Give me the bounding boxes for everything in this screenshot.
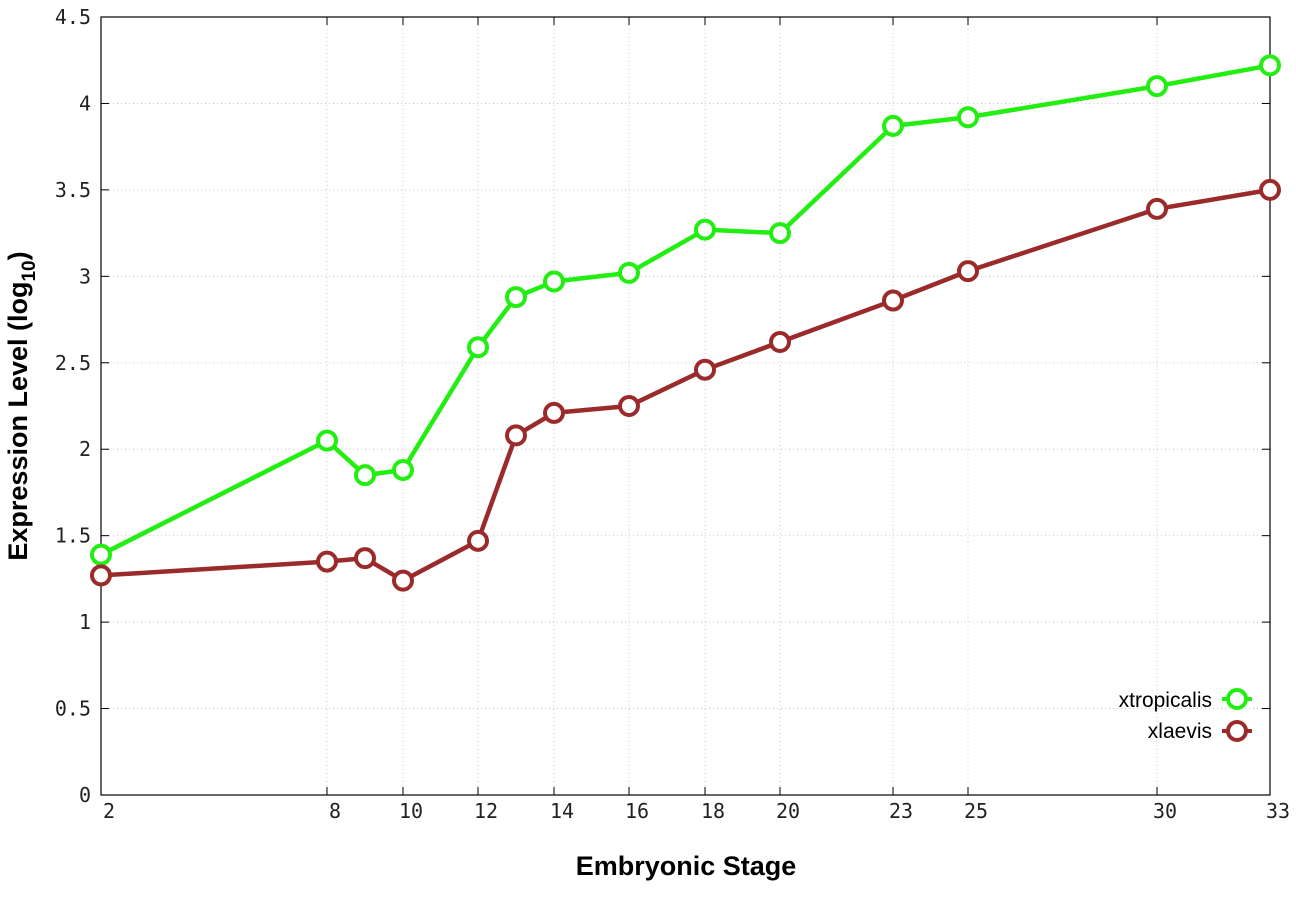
x-tick-label: 8 xyxy=(329,799,341,823)
data-point-xlaevis xyxy=(467,529,489,552)
plot-frame xyxy=(100,16,1271,796)
data-point-xtropicalis xyxy=(543,270,565,293)
data-point-xtropicalis xyxy=(316,429,338,452)
y-tick-label: 4.5 xyxy=(55,5,91,29)
x-axis: 2 8 10 12 14 16 18 20 23 25 30 33 xyxy=(100,17,1290,823)
series-group xyxy=(90,54,1281,592)
data-point-xlaevis xyxy=(354,547,376,570)
x-tick-label: 18 xyxy=(701,799,725,823)
x-tick-label: 25 xyxy=(964,799,988,823)
y-tick-label: 3.5 xyxy=(55,178,91,202)
data-point-xlaevis xyxy=(694,358,716,381)
legend: xtropicalis xlaevis xyxy=(1119,688,1252,743)
y-axis-title: Expression Level (log10) xyxy=(3,251,40,560)
data-point-xtropicalis xyxy=(467,336,489,359)
x-tick-label: 20 xyxy=(776,799,800,823)
data-point-xtropicalis xyxy=(957,106,979,129)
x-tick-label: 14 xyxy=(550,799,574,823)
data-point-xlaevis xyxy=(392,569,414,592)
data-point-xlaevis xyxy=(882,289,904,312)
x-tick-label: 16 xyxy=(625,799,649,823)
data-point-xlaevis xyxy=(957,260,979,283)
data-point-xtropicalis xyxy=(1146,75,1168,98)
data-point-xlaevis xyxy=(1259,178,1281,201)
series-xlaevis xyxy=(90,178,1281,592)
y-tick-label: 0 xyxy=(79,783,91,807)
y-axis-title-main: Expression Level (log xyxy=(3,282,33,561)
data-point-xtropicalis xyxy=(90,543,112,566)
y-axis: 0 0.5 1 1.5 2 2.5 3 3.5 4 4.5 xyxy=(55,5,1270,807)
y-tick-label: 1.5 xyxy=(55,524,91,548)
data-point-xlaevis xyxy=(543,401,565,424)
data-point-xtropicalis xyxy=(354,464,376,487)
y-axis-title-close: ) xyxy=(3,251,33,260)
y-tick-label: 1 xyxy=(79,610,91,634)
data-point-xlaevis xyxy=(90,564,112,587)
y-tick-label: 4 xyxy=(79,91,91,115)
legend-marker-xtropicalis xyxy=(1226,688,1248,710)
data-point-xlaevis xyxy=(1146,197,1168,220)
data-point-xlaevis xyxy=(769,331,791,354)
x-tick-label: 10 xyxy=(399,799,423,823)
x-tick-label: 2 xyxy=(103,799,115,823)
y-tick-label: 2 xyxy=(79,437,91,461)
data-point-xtropicalis xyxy=(769,222,791,245)
data-point-xtropicalis xyxy=(392,458,414,481)
y-tick-label: 0.5 xyxy=(55,697,91,721)
y-tick-label: 2.5 xyxy=(55,351,91,375)
data-point-xtropicalis xyxy=(882,114,904,137)
x-tick-label: 12 xyxy=(474,799,498,823)
data-point-xtropicalis xyxy=(505,286,527,309)
legend-marker-xlaevis xyxy=(1226,720,1248,742)
data-point-xlaevis xyxy=(505,424,527,447)
x-tick-label: 30 xyxy=(1153,799,1177,823)
data-point-xtropicalis xyxy=(1259,54,1281,77)
x-tick-label: 23 xyxy=(889,799,913,823)
x-axis-title: Embryonic Stage xyxy=(576,851,797,881)
data-point-xlaevis xyxy=(618,395,640,417)
legend-label-xtropicalis: xtropicalis xyxy=(1119,689,1212,712)
y-tick-label: 3 xyxy=(79,264,91,288)
legend-label-xlaevis: xlaevis xyxy=(1148,720,1212,743)
y-axis-title-subscript: 10 xyxy=(19,260,40,281)
data-point-xlaevis xyxy=(316,550,338,573)
series-xtropicalis xyxy=(90,54,1281,566)
data-point-xtropicalis xyxy=(618,261,640,284)
x-tick-label: 33 xyxy=(1266,799,1290,823)
data-point-xtropicalis xyxy=(694,218,716,241)
